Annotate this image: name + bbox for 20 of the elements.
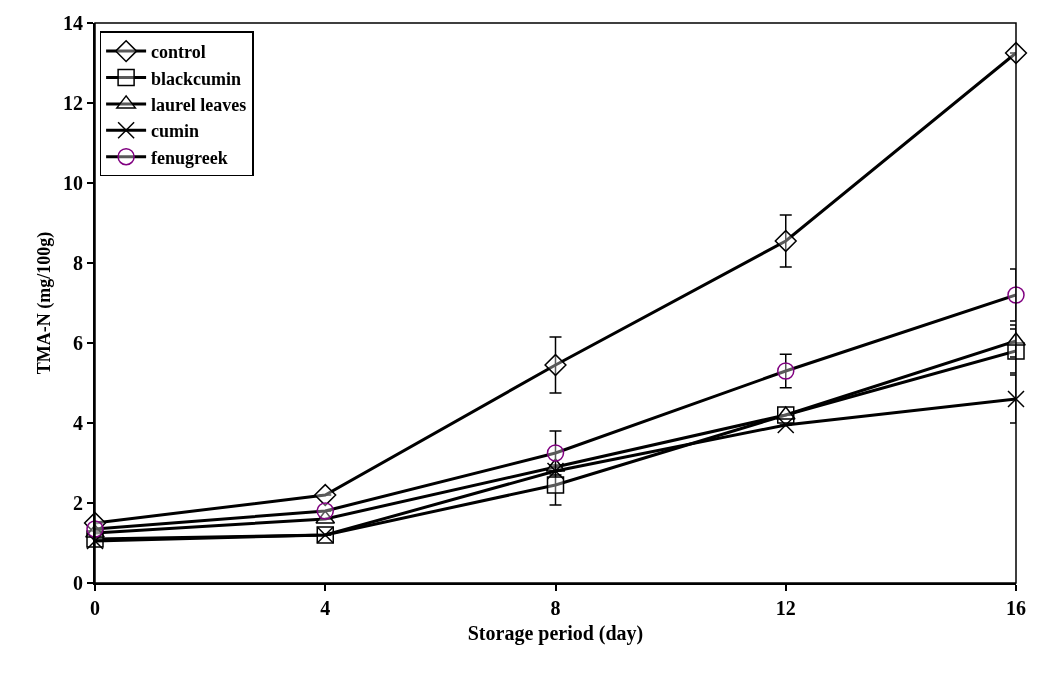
legend-label: control — [151, 42, 206, 63]
x-tick-label: 12 — [775, 597, 796, 619]
y-tick-label: 2 — [73, 492, 83, 514]
y-tick-label: 8 — [73, 252, 83, 274]
x-tick-label: 16 — [1006, 597, 1026, 619]
x-axis-title: Storage period (day) — [467, 622, 644, 645]
legend-label: blackcumin — [151, 68, 242, 89]
x-tick-label: 0 — [90, 597, 100, 619]
legend-label: laurel leaves — [151, 94, 247, 115]
y-tick-label: 14 — [63, 12, 83, 34]
y-tick-label: 4 — [73, 412, 83, 434]
y-tick-label: 6 — [73, 332, 83, 354]
legend-label: cumin — [151, 121, 200, 142]
y-tick-label: 12 — [63, 92, 83, 114]
x-tick-label: 4 — [320, 597, 331, 619]
y-axis-title: TMA-N (mg/100g) — [33, 231, 55, 375]
legend-label: fenugreek — [151, 147, 228, 168]
y-tick-label: 0 — [73, 572, 83, 594]
x-tick-label: 8 — [550, 597, 561, 619]
y-tick-label: 10 — [63, 172, 83, 194]
